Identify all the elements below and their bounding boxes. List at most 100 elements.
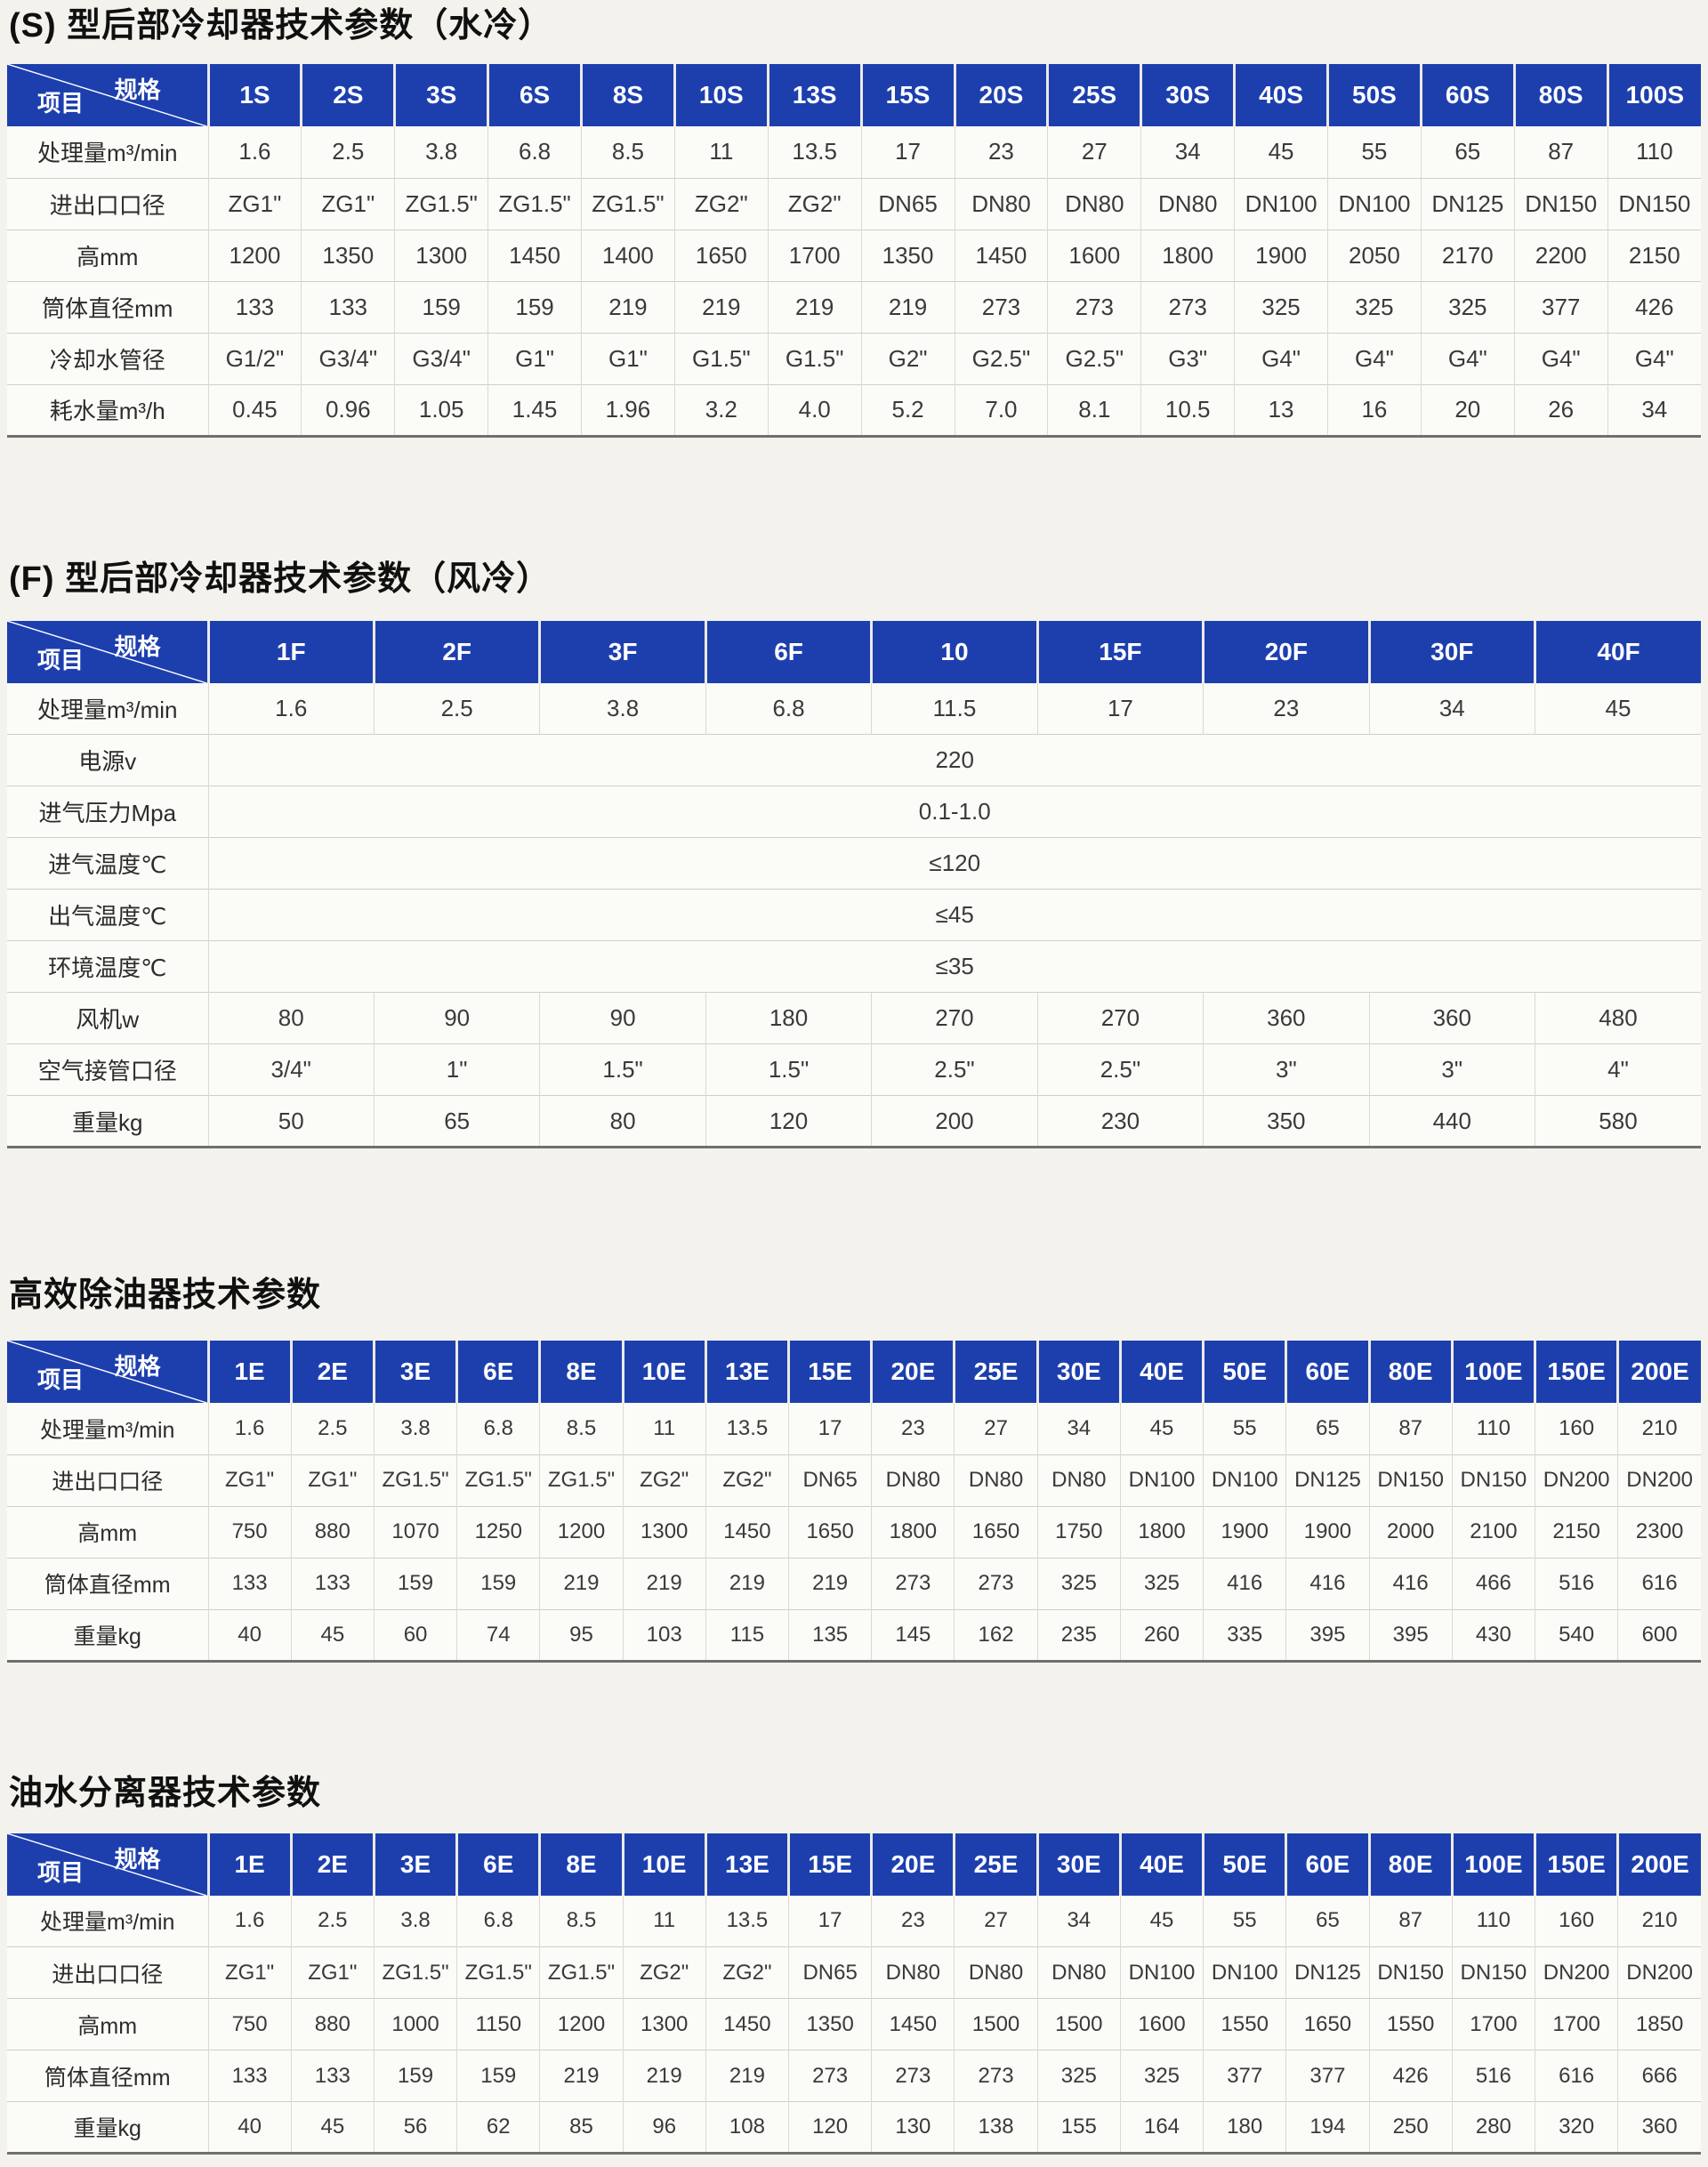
value-cell: DN150 [1368,1454,1453,1506]
value-cell: 1450 [705,1505,789,1558]
value-cell: 2.5" [1036,1043,1204,1096]
value-cell: 56 [373,2101,457,2154]
value-cell: 1350 [788,1998,872,2050]
value-cell: G1" [581,332,675,384]
value-cell: 1650 [673,229,769,281]
column-header: 2E [289,1341,375,1403]
value-cell: 8.5 [539,1895,624,1947]
value-cell: 260 [1119,1608,1204,1661]
table-row: 处理量m³/min 1.6 2.5 3.8 6.8 8.5 11 13.5 17 23 27 34 45… [7,1403,1701,1454]
value-cell: DN150 [1451,1946,1535,1999]
column-header: 2F [372,620,540,683]
value-cell: DN80 [1036,1454,1121,1506]
value-cell: 1.5" [539,1043,706,1096]
value-cell: 162 [954,1608,1038,1661]
row-label: 筒体直径mm [7,2050,208,2102]
value-cell: 480 [1535,992,1701,1044]
column-header: 10 [870,620,1038,683]
spec-table-oil-remover: 规格 项目 1E 2E 3E 6E 8E 10E 13E 15E 20E 25E 30E 40E 50E 60… [7,1341,1701,1663]
value-cell: 516 [1534,1557,1618,1609]
column-header: 40F [1534,620,1701,683]
value-cell: 666 [1617,2050,1701,2102]
value-cell: 159 [373,2050,457,2102]
diagonal-divider-line [7,621,207,683]
value-cell: 120 [788,2101,872,2154]
value-cell: DN200 [1617,1454,1701,1506]
value-cell: 3" [1368,1043,1535,1096]
value-cell: G3/4" [301,332,395,384]
merged-value-cell: ≤45 [207,889,1701,941]
value-cell: 65 [1285,1895,1370,1947]
value-cell: 1250 [456,1505,540,1558]
column-header: 3E [372,1341,457,1403]
value-cell: 1550 [1203,1998,1286,2050]
value-cell: DN100 [1119,1946,1204,1999]
column-header: 50E [1202,1833,1286,1896]
row-label: 高mm [7,229,208,281]
value-cell: DN80 [954,177,1048,230]
value-cell: 540 [1534,1608,1618,1661]
value-cell: DN100 [1203,1454,1286,1506]
value-cell: 159 [373,1557,457,1609]
value-cell: 3.2 [673,383,769,436]
column-header: 30E [1035,1341,1121,1403]
value-cell: 273 [954,280,1048,333]
value-cell: 616 [1534,2050,1618,2102]
value-cell: ZG1.5" [539,1946,624,1999]
value-cell: 600 [1617,1608,1701,1661]
column-header: 60E [1285,1833,1370,1896]
value-cell: 159 [456,1557,540,1609]
value-cell: 10.5 [1140,383,1235,436]
value-cell: 87 [1513,126,1608,178]
row-label: 进出口口径 [7,1946,208,1999]
value-cell: ZG2" [673,177,769,230]
value-cell: 1700 [1534,1998,1618,2050]
value-cell: 210 [1617,1403,1701,1454]
column-header: 100E [1450,1833,1535,1896]
value-cell: 416 [1285,1557,1370,1609]
value-cell: 235 [1036,1608,1121,1661]
value-cell: DN65 [860,177,955,230]
column-header: 40E [1118,1833,1204,1896]
value-cell: 880 [290,1998,375,2050]
column-header: 25E [953,1341,1038,1403]
value-cell: 1" [373,1043,540,1096]
merged-value-cell: 0.1-1.0 [207,785,1701,838]
value-cell: 466 [1451,1557,1535,1609]
value-cell: ZG2" [767,177,862,230]
spec-table-air-cooled: 规格 项目 1F 2F 3F 6F 10 15F 20F 30F 40F 处理量m³/min 1.6 2.… [7,620,1701,1148]
row-label: 冷却水管径 [7,332,208,384]
value-cell: 103 [622,1608,706,1661]
value-cell: 325 [1119,1557,1204,1609]
value-cell: 160 [1534,1895,1618,1947]
value-cell: DN125 [1285,1454,1370,1506]
value-cell: ZG1" [301,177,395,230]
value-cell: 133 [207,2050,292,2102]
corner-header-cell: 规格 项目 [7,620,208,683]
value-cell: 27 [954,1403,1038,1454]
column-header: 8E [538,1341,624,1403]
column-header: 6S [487,64,582,126]
value-cell: 65 [1420,126,1515,178]
value-cell: 7.0 [954,383,1048,436]
value-cell: 2.5 [290,1895,375,1947]
spec-table-grid: 规格 项目 1S 2S 3S 6S 8S 10S 13S 15S 20S 25S 30S 40S 50S 60… [7,64,1701,438]
value-cell: 1000 [373,1998,457,2050]
value-cell: 280 [1451,2101,1535,2154]
value-cell: 377 [1203,2050,1286,2102]
value-cell: G3" [1140,332,1235,384]
value-cell: 13 [1234,383,1328,436]
column-header: 6F [704,620,872,683]
value-cell: 120 [705,1095,872,1148]
value-cell: ZG1.5" [394,177,488,230]
column-header: 13E [704,1341,789,1403]
row-label: 耗水量m³/h [7,383,208,436]
value-cell: 750 [207,1998,292,2050]
value-cell: 11 [673,126,769,178]
column-header: 60E [1285,1341,1370,1403]
spec-table-grid: 规格 项目 1F 2F 3F 6F 10 15F 20F 30F 40F 处理量m³/min 1.6 2.… [7,620,1701,1148]
value-cell: 133 [290,1557,375,1609]
value-cell: 325 [1119,2050,1204,2102]
table-row: 处理量m³/min 1.6 2.5 3.8 6.8 8.5 11 13.5 17 23 27 34 45… [7,1895,1701,1947]
value-cell: 133 [207,1557,292,1609]
